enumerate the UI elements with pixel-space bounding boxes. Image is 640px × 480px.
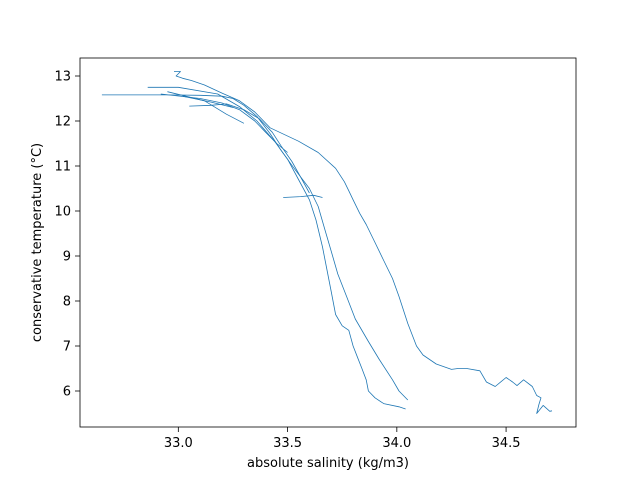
y-tick-label: 8 (63, 295, 71, 310)
plot-area (80, 58, 576, 427)
y-tick-label: 12 (54, 115, 71, 130)
y-tick-label: 7 (63, 340, 71, 355)
series-line-6 (167, 91, 245, 124)
series-line-1 (174, 71, 553, 414)
x-tick-label: 34.5 (492, 436, 521, 451)
x-tick-label: 34.0 (382, 436, 411, 451)
x-axis-ticks: 33.0 33.5 34.0 34.5 (164, 427, 521, 451)
series-line-3 (147, 86, 406, 410)
series-layer (101, 71, 553, 414)
y-axis-label: conservative temperature (°C) (30, 143, 45, 342)
y-tick-label: 9 (63, 250, 71, 265)
series-line-2 (101, 94, 409, 401)
plot-frame (79, 57, 577, 428)
series-line-8 (182, 95, 234, 108)
series-line-7 (283, 194, 323, 198)
y-tick-label: 6 (63, 385, 71, 400)
y-tick-label: 10 (54, 205, 71, 220)
y-tick-label: 11 (54, 160, 71, 175)
series-line-4 (189, 103, 310, 194)
x-tick-label: 33.5 (273, 436, 302, 451)
series-line-5 (160, 93, 288, 153)
y-tick-label: 13 (54, 70, 71, 85)
x-tick-label: 33.0 (164, 436, 193, 451)
x-axis-label: absolute salinity (kg/m3) (247, 456, 409, 471)
y-axis-ticks: 6 7 8 9 10 11 12 13 (54, 70, 80, 400)
